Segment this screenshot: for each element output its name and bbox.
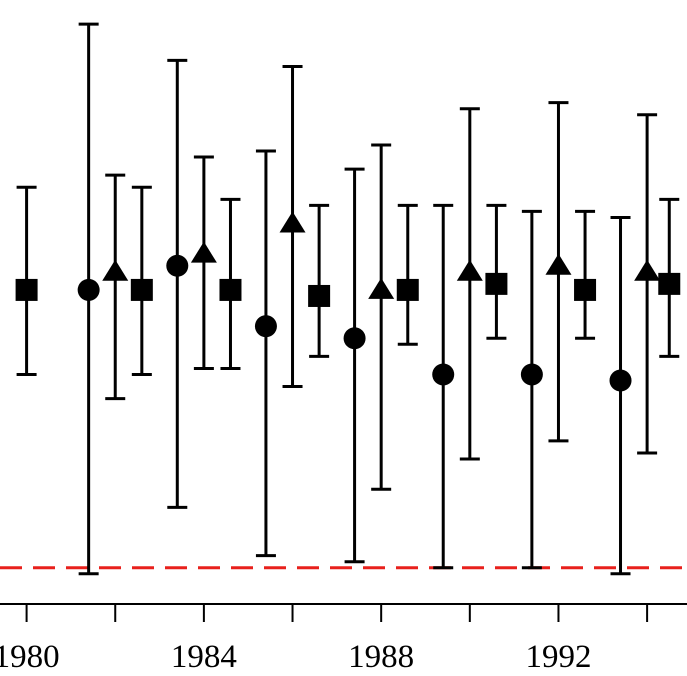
triangle-marker <box>368 277 395 299</box>
x-tick-label: 1984 <box>171 639 237 675</box>
x-axis: 1980 1984 1988 1992 <box>0 603 687 675</box>
x-tick-label: 1988 <box>348 639 414 675</box>
circle-marker <box>77 278 100 301</box>
square-marker <box>485 272 508 295</box>
x-tick-label: 1980 <box>0 639 60 675</box>
circle-marker <box>343 327 366 350</box>
markers-layer <box>15 211 681 392</box>
square-marker <box>130 278 153 301</box>
circle-marker <box>254 315 277 338</box>
circle-marker <box>166 254 189 277</box>
triangle-marker <box>279 211 306 233</box>
circle-marker <box>609 369 632 392</box>
x-tick-label: 1992 <box>525 639 591 675</box>
square-marker <box>15 278 38 301</box>
circle-marker <box>520 363 543 386</box>
square-marker <box>658 272 681 295</box>
triangle-marker <box>545 253 572 275</box>
square-marker <box>308 284 331 307</box>
triangle-marker <box>102 259 129 281</box>
circle-marker <box>432 363 455 386</box>
triangle-marker <box>456 259 483 281</box>
square-marker <box>396 278 419 301</box>
triangle-marker <box>190 241 217 263</box>
square-marker <box>574 278 597 301</box>
triangle-marker <box>634 259 661 281</box>
square-marker <box>219 278 242 301</box>
error-bars-layer <box>16 22 680 576</box>
